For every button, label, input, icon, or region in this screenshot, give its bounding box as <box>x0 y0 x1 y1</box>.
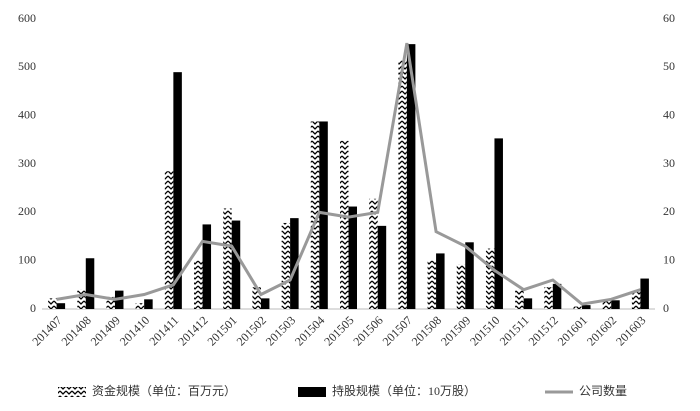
bar <box>319 121 328 309</box>
x-tick-label: 201505 <box>321 313 356 348</box>
x-tick-label: 201408 <box>58 313 93 348</box>
x-tick-label: 201506 <box>350 313 385 348</box>
bar <box>106 296 115 309</box>
line <box>56 42 641 306</box>
bar <box>252 287 261 309</box>
x-tick-label: 201410 <box>117 313 152 348</box>
x-tick-label: 201508 <box>409 313 444 348</box>
legend-label: 持股规模（单位：10万股） <box>332 383 476 398</box>
x-tick-label: 201602 <box>584 313 619 348</box>
y-tick-label: 500 <box>18 59 36 73</box>
bar <box>456 264 466 309</box>
bar <box>369 198 378 309</box>
bar <box>515 289 524 309</box>
bar <box>202 224 212 309</box>
legend-label: 公司数量 <box>579 383 627 398</box>
x-tick-label: 201512 <box>526 313 561 348</box>
x-tick-label: 201603 <box>613 313 648 348</box>
bar <box>631 292 641 309</box>
bar <box>398 60 407 310</box>
x-tick-label: 201510 <box>467 313 502 348</box>
y2-tick-label: 0 <box>663 301 669 315</box>
bar <box>406 44 416 310</box>
bar <box>144 299 153 309</box>
bar <box>640 278 649 309</box>
bar <box>260 298 270 309</box>
bar <box>56 303 66 309</box>
y2-tick-label: 50 <box>663 59 675 73</box>
x-tick-label: 201511 <box>497 313 532 348</box>
bar <box>436 253 445 309</box>
y-tick-label: 300 <box>18 156 36 170</box>
y-tick-label: 600 <box>18 11 36 25</box>
y-tick-label: 200 <box>18 204 36 218</box>
bar <box>281 222 291 309</box>
bar <box>494 138 503 309</box>
y-tick-label: 400 <box>18 107 36 121</box>
bar <box>552 283 562 309</box>
bar <box>173 72 182 310</box>
bar <box>135 303 145 309</box>
bar <box>77 289 86 309</box>
bar <box>427 260 437 309</box>
x-tick-label: 201503 <box>263 313 298 348</box>
x-tick-label: 201412 <box>175 313 210 348</box>
y2-tick-label: 30 <box>663 156 675 170</box>
bar <box>164 171 174 309</box>
x-tick-label: 201509 <box>438 313 473 348</box>
bar <box>194 260 203 309</box>
y-tick-label: 100 <box>18 252 36 266</box>
bar <box>223 208 232 309</box>
x-tick-label: 201502 <box>234 313 269 348</box>
bar <box>465 242 474 309</box>
y2-tick-label: 40 <box>663 107 675 121</box>
y2-tick-label: 20 <box>663 204 675 218</box>
legend-swatch <box>58 387 86 397</box>
x-tick-label: 201504 <box>292 313 327 348</box>
x-tick-label: 201507 <box>380 313 415 348</box>
bar <box>602 300 612 309</box>
x-tick-label: 201407 <box>29 313 64 348</box>
bar <box>231 220 241 309</box>
legend-swatch <box>298 387 326 397</box>
x-tick-label: 201409 <box>88 313 123 348</box>
x-tick-label: 201411 <box>146 313 181 348</box>
legend-label: 资金规模（单位：百万元） <box>92 383 236 398</box>
bar <box>523 298 533 309</box>
bar <box>85 258 95 309</box>
bar <box>340 140 349 309</box>
bar <box>611 300 620 309</box>
y-tick-label: 0 <box>30 301 36 315</box>
bar <box>544 287 553 309</box>
bar <box>310 121 320 309</box>
x-tick-label: 201601 <box>555 313 590 348</box>
bar <box>485 248 495 309</box>
bar <box>48 298 57 309</box>
y2-tick-label: 60 <box>663 11 675 25</box>
bar <box>377 225 387 309</box>
x-tick-label: 201501 <box>204 313 239 348</box>
bar <box>348 206 357 309</box>
y2-tick-label: 10 <box>663 252 675 266</box>
bar <box>573 306 583 309</box>
bar <box>582 305 591 309</box>
bar <box>290 218 299 309</box>
